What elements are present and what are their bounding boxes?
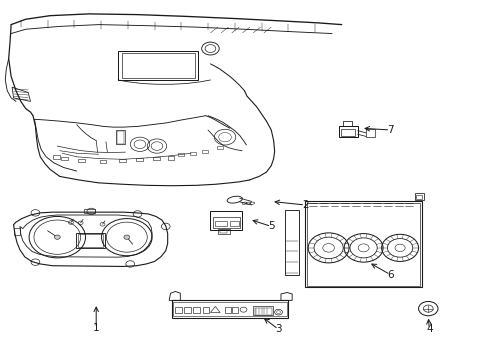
Text: 5: 5 (267, 221, 274, 231)
Bar (366, 129, 374, 137)
Circle shape (54, 235, 60, 239)
Bar (210, 211, 242, 230)
Bar (341, 129, 354, 136)
Bar (153, 157, 160, 160)
Bar (232, 307, 238, 312)
Bar (178, 153, 183, 156)
Text: 2: 2 (302, 200, 308, 210)
Bar (78, 159, 84, 162)
Bar (53, 156, 60, 158)
Bar (61, 157, 67, 160)
Bar (339, 126, 357, 137)
Text: 6: 6 (386, 270, 393, 280)
Text: 1: 1 (93, 323, 100, 333)
Circle shape (123, 235, 129, 239)
Bar (167, 157, 174, 159)
Bar (136, 158, 142, 161)
Bar (175, 307, 182, 312)
Bar (415, 195, 422, 199)
Bar (173, 302, 286, 316)
Bar (217, 229, 229, 234)
Bar (184, 307, 191, 312)
Text: 3: 3 (275, 324, 281, 334)
Bar (84, 208, 95, 213)
Bar (117, 131, 123, 144)
Bar (202, 150, 207, 153)
Bar (119, 159, 125, 162)
Bar (190, 152, 196, 155)
Bar (122, 53, 195, 78)
Bar (215, 221, 227, 226)
Text: 7: 7 (386, 125, 393, 135)
Bar (78, 234, 103, 247)
Bar (100, 160, 106, 163)
Bar (254, 307, 271, 315)
Bar (253, 306, 272, 315)
Bar (306, 203, 419, 286)
Bar (343, 121, 351, 126)
Bar (229, 221, 238, 226)
Bar (212, 217, 239, 228)
Bar (224, 307, 230, 312)
Bar (118, 51, 198, 80)
Bar (193, 307, 200, 312)
Bar (220, 230, 227, 233)
Bar (76, 233, 105, 248)
Bar (305, 202, 421, 287)
Bar (202, 307, 209, 312)
Bar (116, 130, 125, 144)
Bar (414, 193, 424, 200)
Bar (216, 147, 222, 149)
Bar (14, 228, 20, 235)
Text: 4: 4 (425, 324, 432, 334)
Bar (171, 300, 287, 318)
